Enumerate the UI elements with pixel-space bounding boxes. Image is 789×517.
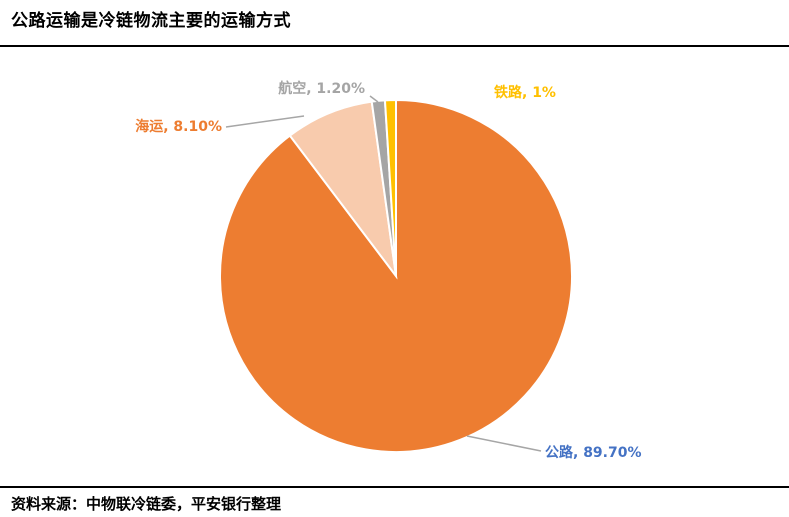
source-note: 资料来源：中物联冷链委，平安银行整理: [11, 495, 282, 513]
top-divider: [0, 45, 789, 47]
data-label-3: 铁路, 1%: [494, 84, 556, 101]
pie-slice-3: [383, 98, 397, 277]
pie-slices: [219, 98, 573, 453]
bottom-divider: [0, 486, 789, 488]
data-label-0: 公路, 89.70%: [545, 444, 642, 461]
data-label-1: 海运, 8.10%: [135, 118, 222, 135]
data-labels: 公路, 89.70% 海运, 8.10% 航空, 1.20% 铁路, 1%: [135, 80, 641, 461]
data-label-2: 航空, 1.20%: [278, 80, 365, 97]
chart-title: 公路运输是冷链物流主要的运输方式: [11, 11, 291, 31]
leader-line-2: [369, 95, 379, 103]
pie-slice-1: [288, 100, 398, 280]
leader-lines: [225, 95, 542, 452]
leader-line-0: [466, 435, 542, 452]
pie-chart: 公路, 89.70% 海运, 8.10% 航空, 1.20% 铁路, 1%: [135, 80, 641, 461]
leader-line-1: [225, 115, 305, 128]
